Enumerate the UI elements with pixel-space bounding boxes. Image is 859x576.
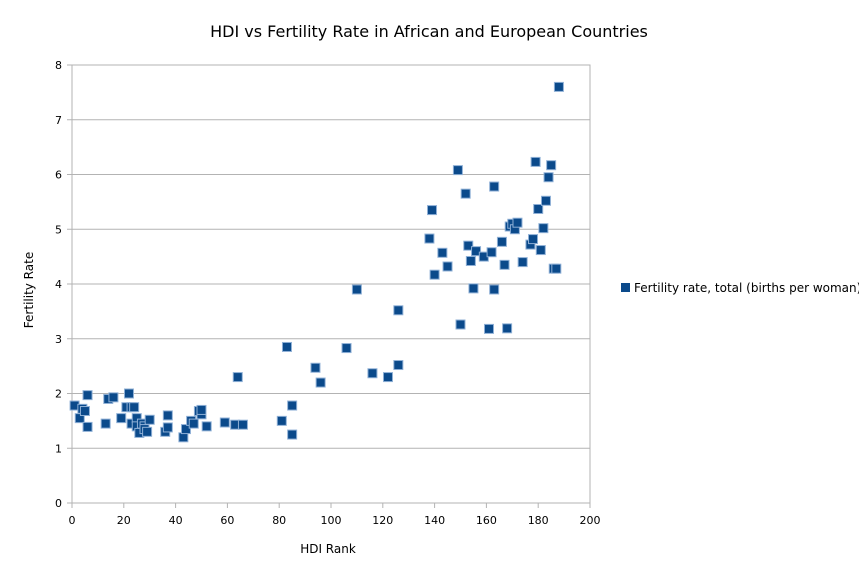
data-point xyxy=(489,181,500,192)
data-point xyxy=(517,257,528,268)
data-point xyxy=(393,360,404,371)
data-point xyxy=(196,404,207,415)
y-tick-label: 7 xyxy=(55,114,62,127)
y-axis-label: Fertility Rate xyxy=(22,252,36,328)
x-tick-label: 100 xyxy=(321,514,342,527)
x-tick-label: 140 xyxy=(424,514,445,527)
data-point xyxy=(502,323,513,334)
x-tick-label: 60 xyxy=(220,514,234,527)
data-point xyxy=(79,406,90,417)
data-point xyxy=(468,283,479,294)
data-point xyxy=(201,421,212,432)
x-tick-label: 200 xyxy=(580,514,601,527)
data-point xyxy=(452,165,463,176)
data-point xyxy=(530,156,541,167)
data-point xyxy=(180,424,191,435)
data-point xyxy=(129,402,140,413)
y-tick-label: 3 xyxy=(55,333,62,346)
data-point xyxy=(382,372,393,383)
data-point xyxy=(463,240,474,251)
y-tick-label: 1 xyxy=(55,442,62,455)
data-point xyxy=(287,400,298,411)
data-point xyxy=(287,429,298,440)
data-point xyxy=(429,269,440,280)
x-tick-label: 120 xyxy=(372,514,393,527)
data-point xyxy=(460,188,471,199)
x-tick-label: 160 xyxy=(476,514,497,527)
data-point xyxy=(188,418,199,429)
data-point xyxy=(237,419,248,430)
data-point xyxy=(123,388,134,399)
data-point xyxy=(553,81,564,92)
data-point xyxy=(100,418,111,429)
data-point xyxy=(162,422,173,433)
data-point xyxy=(108,392,119,403)
y-tick-label: 6 xyxy=(55,169,62,182)
y-tick-label: 0 xyxy=(55,497,62,510)
data-point xyxy=(499,259,510,270)
data-point xyxy=(546,160,557,171)
data-point xyxy=(116,413,127,424)
data-point xyxy=(310,362,321,373)
data-point xyxy=(533,203,544,214)
data-point xyxy=(367,368,378,379)
data-point xyxy=(427,205,438,216)
data-point xyxy=(528,234,539,245)
chart-title: HDI vs Fertility Rate in African and Eur… xyxy=(210,22,648,41)
data-point xyxy=(351,284,362,295)
data-point xyxy=(82,390,93,401)
data-points xyxy=(69,81,564,443)
data-point xyxy=(144,414,155,425)
y-tick-label: 4 xyxy=(55,278,62,291)
data-point xyxy=(142,426,153,437)
data-point xyxy=(82,421,93,432)
data-point xyxy=(276,415,287,426)
x-axis-label: HDI Rank xyxy=(300,542,356,556)
x-tick-label: 20 xyxy=(117,514,131,527)
data-point xyxy=(162,410,173,421)
data-point xyxy=(543,172,554,183)
data-point xyxy=(442,261,453,272)
data-point xyxy=(512,217,523,228)
y-axis-ticks: 0 1 2 3 4 5 6 7 8 xyxy=(55,59,72,510)
x-tick-label: 40 xyxy=(169,514,183,527)
data-point xyxy=(486,247,497,258)
data-point xyxy=(540,195,551,206)
x-tick-label: 80 xyxy=(272,514,286,527)
data-point xyxy=(315,377,326,388)
y-tick-label: 8 xyxy=(55,59,62,72)
data-point xyxy=(535,245,546,256)
data-point xyxy=(551,263,562,274)
legend: Fertility rate, total (births per woman) xyxy=(621,281,859,295)
grid-lines xyxy=(72,64,590,504)
y-tick-label: 2 xyxy=(55,388,62,401)
data-point xyxy=(393,305,404,316)
data-point xyxy=(178,432,189,443)
data-point xyxy=(219,417,230,428)
data-point xyxy=(281,341,292,352)
legend-marker xyxy=(621,283,630,292)
data-point xyxy=(437,247,448,258)
legend-label: Fertility rate, total (births per woman) xyxy=(634,281,859,295)
y-tick-label: 5 xyxy=(55,223,62,236)
x-axis-ticks: 0 20 40 60 80 100 120 140 160 180 200 xyxy=(69,503,601,527)
data-point xyxy=(455,319,466,330)
data-point xyxy=(341,343,352,354)
data-point xyxy=(496,236,507,247)
x-tick-label: 180 xyxy=(528,514,549,527)
data-point xyxy=(489,284,500,295)
data-point xyxy=(483,323,494,334)
data-point xyxy=(538,223,549,234)
x-tick-label: 0 xyxy=(69,514,76,527)
data-point xyxy=(424,233,435,244)
data-point xyxy=(471,246,482,257)
data-point xyxy=(232,372,243,383)
data-point xyxy=(465,256,476,267)
